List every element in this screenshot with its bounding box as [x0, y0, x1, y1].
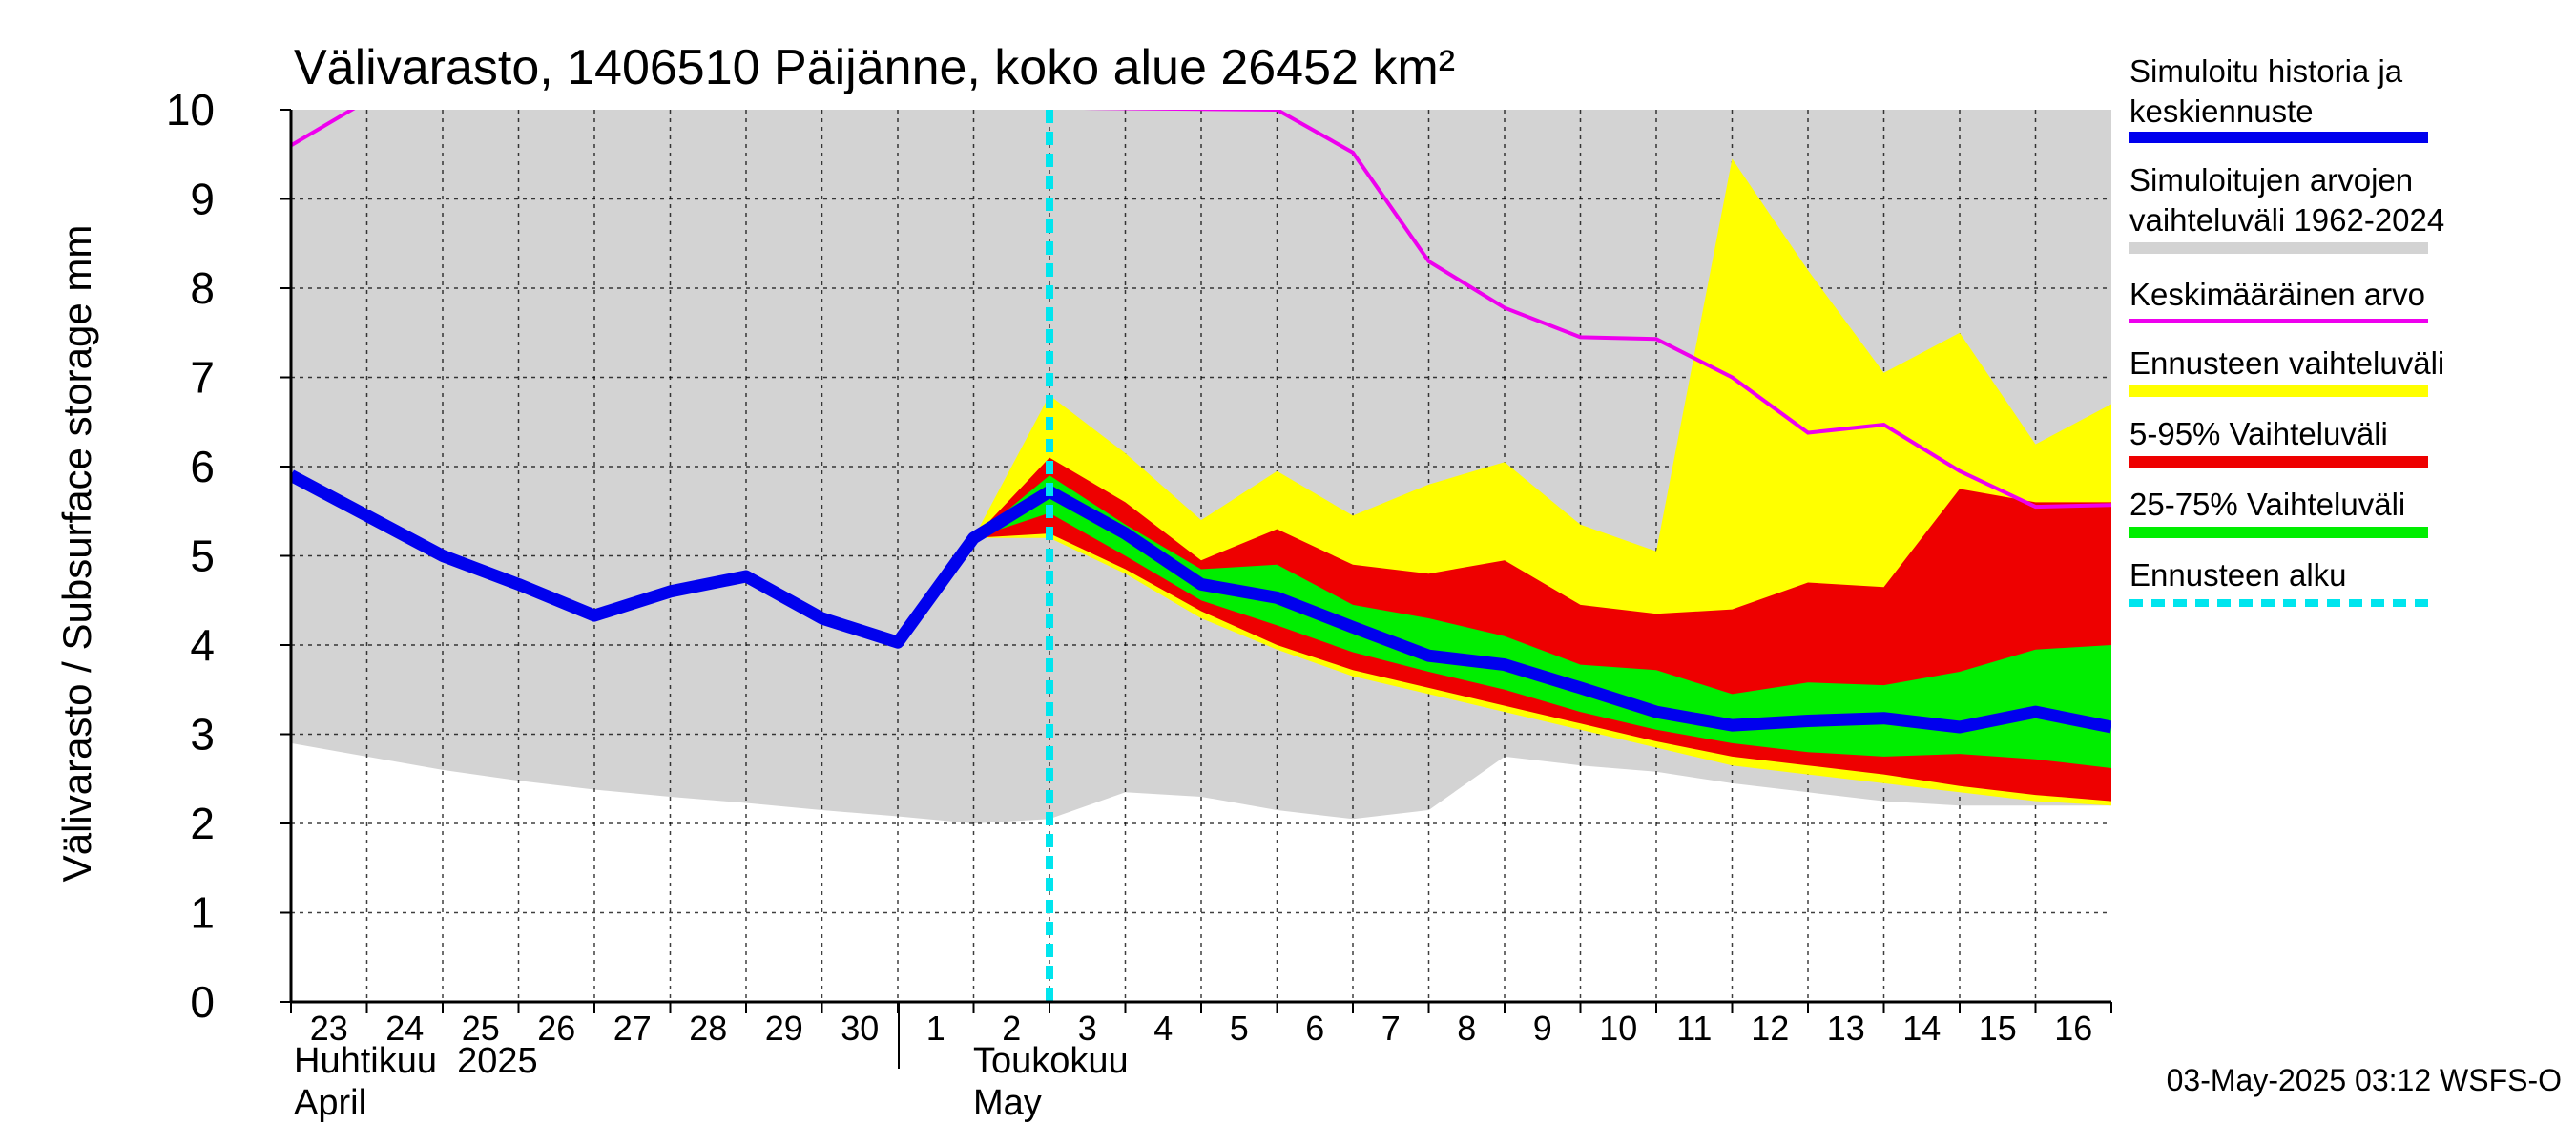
legend-label-p5-95: 5-95% Vaihteluväli: [2129, 416, 2388, 451]
y-tick-label: 10: [166, 85, 215, 135]
x-tick-label: 11: [1676, 1009, 1712, 1048]
y-tick-label: 7: [190, 353, 215, 403]
x-tick-label: 5: [1230, 1009, 1249, 1048]
x-tick-label: 10: [1599, 1009, 1637, 1048]
x-tick-label: 30: [841, 1009, 879, 1048]
legend-label-simulated-line2: keskiennuste: [2129, 94, 2314, 129]
month-label-may-en: May: [973, 1083, 1042, 1123]
y-tick-label: 3: [190, 710, 215, 760]
x-tick-label: 8: [1457, 1009, 1476, 1048]
month-label-may-fi: Toukokuu: [973, 1041, 1129, 1081]
y-tick-label: 1: [190, 888, 215, 938]
mean-value-line: [291, 110, 2111, 510]
legend-label-p25-75: 25-75% Vaihteluväli: [2129, 487, 2405, 522]
legend-label-forecast-range: Ennusteen vaihteluväli: [2129, 345, 2444, 381]
p25-75-band: [973, 475, 2111, 768]
chart-title: Välivarasto, 1406510 Päijänne, koko alue…: [294, 40, 1455, 95]
y-tick-label: 0: [190, 977, 215, 1027]
x-tick-label: 24: [385, 1009, 424, 1048]
legend-label-forecast-start: Ennusteen alku: [2129, 557, 2347, 593]
x-tick-label: 7: [1381, 1009, 1401, 1048]
x-tick-label: 16: [2054, 1009, 2092, 1048]
y-tick-label: 6: [190, 442, 215, 491]
x-tick-label: 29: [765, 1009, 803, 1048]
x-tick-label: 13: [1827, 1009, 1865, 1048]
x-tick-label: 28: [689, 1009, 727, 1048]
x-tick-label: 3: [1078, 1009, 1097, 1048]
legend-label-simulated-line1: Simuloitu historia ja: [2129, 53, 2403, 89]
y-ticks: 0 1 2 3 4 5 6 7 8 9 10: [166, 85, 291, 1027]
x-tick-label: 9: [1533, 1009, 1552, 1048]
grid: [291, 110, 2111, 1002]
footer-timestamp: 03-May-2025 03:12 WSFS-O: [2167, 1063, 2562, 1097]
y-axis-label: Välivarasto / Subsurface storage mm: [54, 225, 99, 883]
y-tick-label: 4: [190, 620, 215, 670]
x-tick-label: 26: [537, 1009, 575, 1048]
month-label-april-en: April: [294, 1083, 366, 1123]
y-tick-label: 5: [190, 531, 215, 581]
x-tick-label: 4: [1153, 1009, 1173, 1048]
legend-label-hist-range-line1: Simuloitujen arvojen: [2129, 162, 2413, 198]
x-tick-label: 25: [462, 1009, 500, 1048]
x-tick-label: 14: [1902, 1009, 1941, 1048]
legend-label-mean: Keskimääräinen arvo: [2129, 277, 2425, 312]
x-tick-label: 6: [1305, 1009, 1324, 1048]
simulated-history-forecast-line: [291, 469, 2111, 734]
month-label-april-fi: Huhtikuu 2025: [294, 1041, 538, 1081]
x-tick-label: 2: [1002, 1009, 1021, 1048]
legend-label-hist-range-line2: vaihteluväli 1962-2024: [2129, 202, 2444, 238]
x-tick-label: 1: [926, 1009, 945, 1048]
x-tick-label: 27: [613, 1009, 652, 1048]
y-tick-label: 8: [190, 263, 215, 313]
x-tick-label: 12: [1751, 1009, 1789, 1048]
legend: Simuloitu historia ja keskiennuste Simul…: [2129, 53, 2444, 607]
x-ticks: 23 24 25 26 27 28 29 30 1 2 3 4 5 6 7 8 9 10 11 12 13 14 15 16: [290, 1002, 2112, 1048]
y-tick-label: 2: [190, 799, 215, 848]
y-tick-label: 9: [190, 175, 215, 224]
x-tick-label: 15: [1979, 1009, 2017, 1048]
x-tick-label: 23: [310, 1009, 348, 1048]
